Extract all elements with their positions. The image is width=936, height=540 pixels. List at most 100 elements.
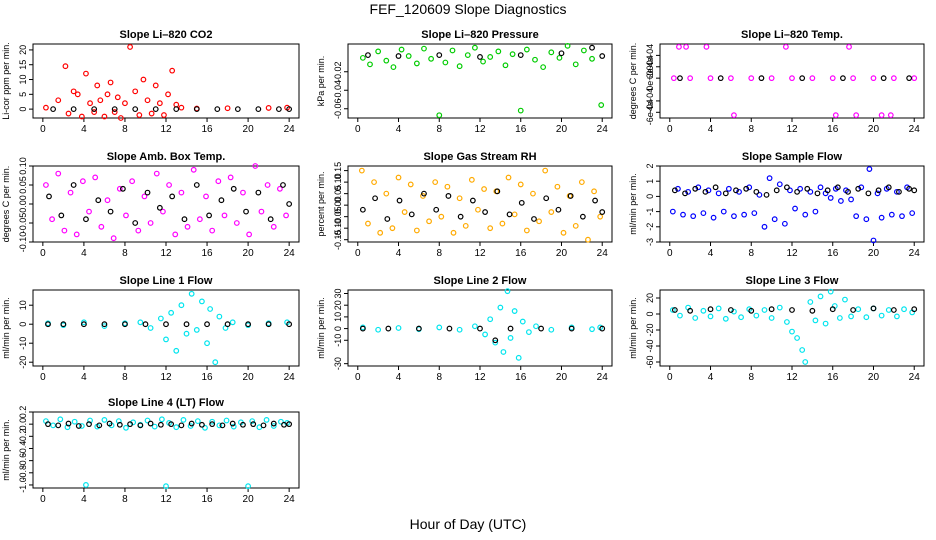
data-point-s0	[855, 306, 862, 313]
data-point-s0	[676, 43, 682, 50]
data-point-s1	[880, 75, 887, 82]
data-point-s0	[761, 307, 768, 313]
x-tick-label: 20	[868, 124, 880, 135]
data-point-s0	[86, 208, 92, 215]
data-point-s0	[223, 417, 230, 424]
data-point-s1	[875, 187, 882, 194]
y-tick-label: -4e-04	[645, 88, 655, 114]
data-point-s0	[166, 182, 172, 188]
x-tick-label: 8	[436, 124, 442, 135]
y-tick-label: 0	[333, 326, 343, 331]
data-point-s1	[219, 422, 226, 429]
y-tick-label: 2	[645, 163, 655, 168]
data-point-s1	[70, 106, 77, 113]
y-tick-label: -0.8	[18, 465, 28, 481]
data-point-s0	[850, 75, 857, 82]
data-point-s0	[848, 313, 854, 320]
data-point-s0	[878, 214, 885, 221]
data-point-s0	[78, 423, 85, 429]
data-point-s0	[371, 179, 377, 186]
y-tick-label: 0.10	[333, 173, 343, 191]
data-point-s1	[870, 305, 877, 312]
data-point-s0	[265, 105, 272, 111]
data-point-s0	[221, 212, 228, 219]
y-axis-label: ml/min per min.	[628, 173, 638, 235]
data-point-s0	[866, 166, 873, 172]
x-tick-label: 4	[708, 372, 714, 383]
x-tick-label: 0	[40, 124, 46, 135]
data-point-s1	[178, 422, 185, 429]
data-point-s0	[91, 109, 98, 115]
data-point-s1	[469, 197, 476, 204]
data-point-s0	[878, 312, 885, 319]
x-tick-label: 20	[556, 248, 568, 259]
x-tick-label: 20	[243, 494, 255, 505]
plot-frame	[347, 289, 613, 367]
data-point-s1	[275, 106, 282, 113]
data-point-s0	[178, 104, 185, 111]
data-point-s0	[183, 330, 190, 337]
data-point-s0	[695, 184, 702, 191]
data-point-s1	[106, 420, 113, 427]
data-point-s1	[209, 421, 216, 428]
data-point-s0	[172, 231, 179, 238]
data-point-s0	[117, 115, 124, 121]
plot-frame	[347, 165, 613, 243]
data-point-s0	[252, 163, 259, 169]
data-point-s1	[265, 321, 272, 328]
x-tick-label: 24	[909, 124, 921, 135]
data-point-s1	[507, 325, 514, 332]
data-point-s0	[122, 100, 128, 107]
data-point-s1	[137, 422, 144, 429]
data-point-s1	[671, 307, 678, 313]
data-point-s0	[107, 79, 114, 86]
x-tick-label: 0	[355, 248, 361, 259]
data-point-s0	[731, 112, 737, 119]
data-point-s0	[245, 483, 251, 490]
data-point-s0	[495, 48, 502, 55]
data-point-s1	[896, 188, 902, 195]
x-tick-label: 16	[515, 248, 527, 259]
data-point-s1	[592, 197, 598, 204]
data-point-s0	[64, 424, 71, 431]
x-tick-label: 20	[243, 248, 255, 259]
x-tick-label: 12	[474, 124, 486, 135]
x-tick-label: 12	[786, 248, 798, 259]
panel-2: Slope Li–820 Temp. degrees C per min. 0 4 8 1…	[628, 29, 925, 135]
data-point-s1	[885, 184, 892, 191]
panel-title: Slope Line 1 Flow	[120, 275, 213, 287]
data-point-s0	[683, 43, 689, 50]
data-point-s0	[677, 312, 683, 319]
y-tick-label: -0.6	[18, 453, 28, 469]
data-point-s1	[173, 106, 180, 113]
x-tick-label: 0	[355, 124, 361, 135]
panel-title: Slope Sample Flow	[742, 151, 843, 163]
data-point-s0	[147, 220, 154, 226]
data-point-s1	[457, 213, 464, 220]
data-point-s0	[705, 187, 712, 194]
data-point-s0	[687, 75, 694, 82]
data-point-s0	[827, 288, 834, 295]
data-point-s0	[736, 188, 742, 195]
data-point-s0	[83, 70, 89, 77]
data-point-s1	[890, 307, 897, 313]
data-point-s0	[909, 210, 916, 217]
data-point-s1	[911, 306, 918, 313]
data-point-s0	[799, 347, 806, 353]
data-point-s0	[178, 302, 185, 309]
y-axis-label: Li-cor ppm per min.	[1, 42, 11, 120]
data-point-s0	[817, 293, 824, 300]
y-tick-label: 0.05	[18, 176, 28, 194]
y-tick-label: -1.0	[18, 477, 28, 493]
x-tick-label: 8	[122, 248, 128, 259]
data-point-s0	[499, 220, 506, 227]
data-point-s1	[773, 187, 780, 194]
x-tick-label: 12	[474, 372, 486, 383]
data-point-s0	[92, 174, 99, 181]
data-point-s0	[517, 107, 524, 114]
data-point-s0	[383, 57, 390, 64]
y-tick-label: -0.02	[333, 61, 343, 82]
y-tick-label: -0.10	[18, 232, 28, 253]
data-point-s0	[283, 212, 289, 219]
